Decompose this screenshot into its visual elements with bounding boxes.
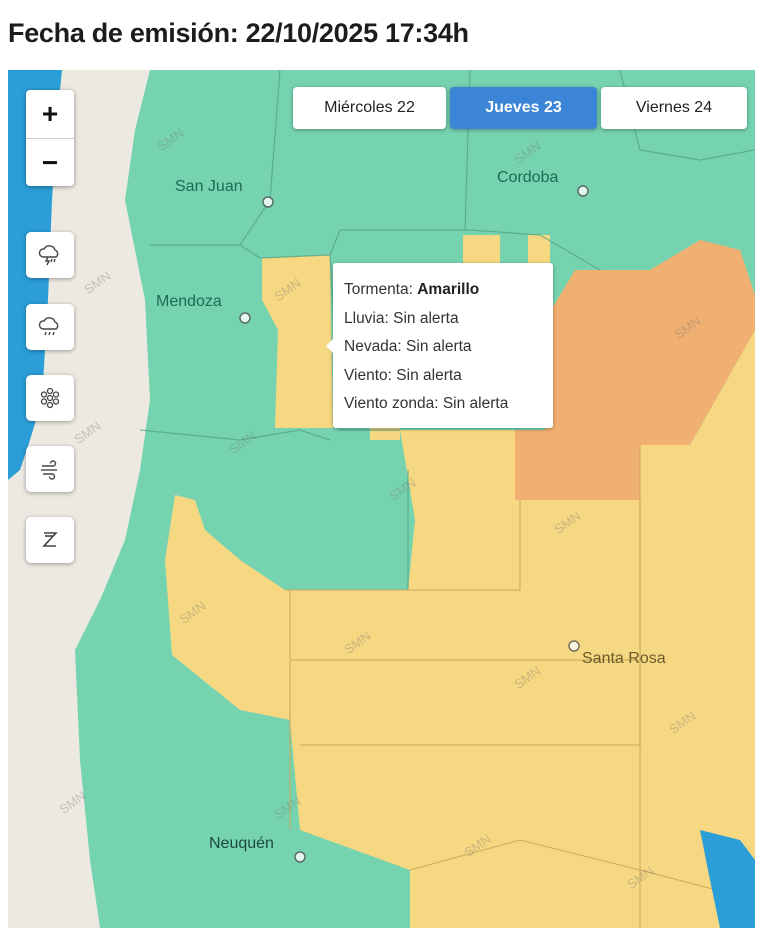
- yellow-borders: [285, 445, 755, 928]
- day-tab-miercoles[interactable]: Miércoles 22: [293, 87, 446, 129]
- thunderstorm-filter-button[interactable]: [26, 232, 74, 278]
- tooltip-label: Tormenta:: [344, 281, 418, 298]
- region-yellow-main: [165, 430, 755, 928]
- tooltip-value: Sin alerta: [396, 366, 462, 384]
- region-yellow-sanluis: [262, 255, 333, 428]
- thunderstorm-icon: [38, 245, 59, 266]
- city-label-santa-rosa: Santa Rosa: [582, 650, 666, 667]
- zoom-out-button[interactable]: −: [26, 138, 74, 187]
- tooltip-label: Nevada:: [344, 338, 407, 355]
- tooltip-row-tormenta: Tormenta: Amarillo: [344, 276, 553, 305]
- tooltip-value: Sin alerta: [393, 309, 459, 327]
- city-label-san-juan: San Juan: [175, 178, 243, 195]
- snowflake-icon: [40, 387, 60, 409]
- marker-cordoba: [577, 185, 589, 197]
- marker-san-juan: [262, 196, 274, 208]
- rain-filter-button[interactable]: [26, 304, 74, 350]
- region-orange: [515, 240, 755, 500]
- day-tab-jueves[interactable]: Jueves 23: [450, 87, 597, 129]
- wind-filter-button[interactable]: [26, 446, 74, 492]
- region-yellow-strip: [370, 235, 550, 440]
- tooltip-row-viento: Viento: Sin alerta: [344, 362, 553, 391]
- marker-santa-rosa: [568, 640, 580, 652]
- tooltip-value: Amarillo: [417, 281, 480, 298]
- zoom-in-button[interactable]: +: [41, 98, 59, 129]
- alert-map[interactable]: SMN SMN SMN SMN SMN SMN SMN SMN SMN SMN …: [8, 70, 755, 928]
- day-selector: Miércoles 22 Jueves 23 Viernes 24: [293, 87, 747, 129]
- tooltip-value: Sin alerta: [442, 395, 509, 412]
- alert-tooltip: Tormenta: Amarillo Lluvia: Sin alerta Ne…: [326, 263, 553, 428]
- zonda-wind-icon: [42, 532, 58, 547]
- marker-neuquen: [294, 851, 306, 863]
- zoom-control: + −: [26, 90, 74, 186]
- page-title: Fecha de emisión: 22/10/2025 17:34h: [8, 18, 469, 48]
- tooltip-label: Viento:: [344, 366, 397, 384]
- city-markers: [239, 185, 589, 863]
- zonda-filter-button[interactable]: [26, 517, 74, 563]
- tooltip-label: Viento zonda:: [344, 395, 443, 412]
- wind-icon: [41, 460, 57, 480]
- city-label-cordoba: Cordoba: [497, 169, 559, 186]
- tooltip-row-viento-zonda: Viento zonda: Sin alerta: [344, 390, 553, 419]
- rain-icon: [38, 317, 59, 336]
- city-label-mendoza: Mendoza: [156, 293, 222, 310]
- city-label-neuquen: Neuquén: [209, 835, 274, 852]
- day-tab-viernes[interactable]: Viernes 24: [601, 87, 747, 129]
- sea-east: [700, 830, 755, 928]
- map-canvas[interactable]: [8, 70, 755, 928]
- snow-filter-button[interactable]: [26, 375, 74, 421]
- marker-mendoza: [239, 312, 251, 324]
- tooltip-value: Sin alerta: [406, 338, 472, 355]
- tooltip-row-lluvia: Lluvia: Sin alerta: [344, 305, 553, 334]
- tooltip-row-nevada: Nevada: Sin alerta: [344, 333, 553, 362]
- tooltip-label: Lluvia:: [344, 309, 394, 327]
